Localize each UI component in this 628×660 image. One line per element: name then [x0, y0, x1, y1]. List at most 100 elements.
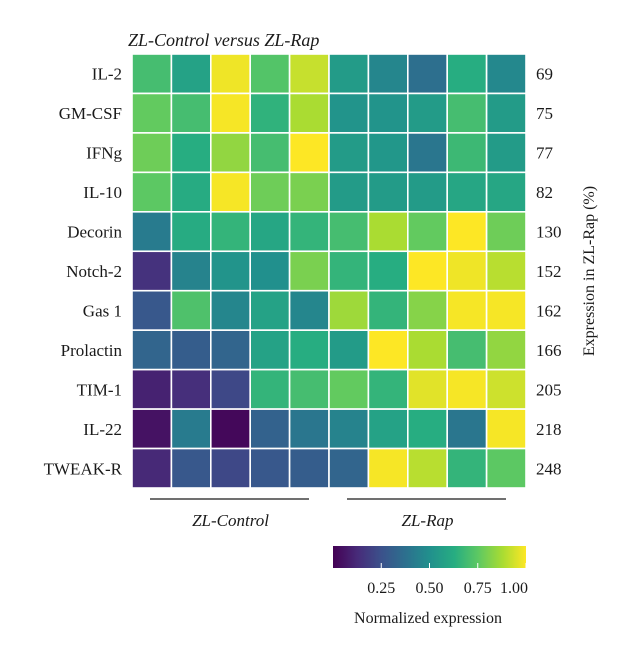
heatmap-cell [288, 211, 330, 253]
heatmap-cell [328, 211, 370, 253]
right-value-label: 130 [536, 223, 562, 242]
heatmap-cell [249, 289, 291, 331]
heatmap-cell [131, 211, 173, 253]
heatmap-cell [131, 53, 173, 95]
heatmap-cell [249, 132, 291, 174]
heatmap-cell [446, 408, 488, 450]
heatmap-cell [249, 250, 291, 292]
heatmap-cell [131, 289, 173, 331]
heatmap-cell [210, 289, 252, 331]
heatmap-cell [485, 171, 527, 213]
heatmap-cell [170, 250, 212, 292]
heatmap-cell [249, 408, 291, 450]
heatmap-cell [288, 250, 330, 292]
heatmap-cell [328, 132, 370, 174]
right-value-label: 218 [536, 420, 562, 439]
row-label: IL-10 [83, 183, 122, 202]
colorbar-tick-label: 0.75 [464, 580, 492, 597]
heatmap-cell [131, 329, 173, 371]
heatmap-cell [249, 368, 291, 410]
heatmap-cell [367, 92, 409, 134]
heatmap-cell [170, 53, 212, 95]
heatmap-cell [406, 211, 448, 253]
heatmap-cell [170, 92, 212, 134]
heatmap-cell [210, 92, 252, 134]
heatmap-cell [328, 447, 370, 489]
heatmap-cell [446, 132, 488, 174]
heatmap-cell [485, 250, 527, 292]
heatmap-cell [328, 368, 370, 410]
heatmap-cell [367, 329, 409, 371]
heatmap-cell [170, 171, 212, 213]
heatmap-cell [288, 447, 330, 489]
heatmap-cell [446, 171, 488, 213]
heatmap-cell [446, 447, 488, 489]
heatmap-cell [210, 132, 252, 174]
row-label: IL-2 [92, 65, 122, 84]
heatmap-cell [170, 408, 212, 450]
colorbar [333, 546, 526, 568]
heatmap-cell [288, 132, 330, 174]
heatmap-cell [406, 92, 448, 134]
heatmap-cell [210, 329, 252, 371]
right-value-label: 248 [536, 459, 562, 478]
heatmap-cell [210, 250, 252, 292]
heatmap-cell [367, 211, 409, 253]
heatmap-cell [485, 132, 527, 174]
heatmap-cell [367, 289, 409, 331]
heatmap-cell [446, 368, 488, 410]
heatmap-cell [288, 171, 330, 213]
heatmap-cell [485, 53, 527, 95]
heatmap-cell [131, 368, 173, 410]
group-brackets: ZL-Control ZL-Rap [150, 498, 506, 530]
colorbar-label: Normalized expression [354, 610, 502, 627]
heatmap-cell [367, 408, 409, 450]
heatmap-cell [288, 289, 330, 331]
heatmap-cell [328, 171, 370, 213]
heatmap-cell [485, 329, 527, 371]
heatmap-cell [406, 408, 448, 450]
colorbar-tick-label: 1.00 [500, 580, 528, 597]
heatmap-cell [406, 171, 448, 213]
right-value-label: 82 [536, 183, 553, 202]
heatmap-cell [249, 53, 291, 95]
right-value-label: 205 [536, 380, 562, 399]
heatmap-cell [328, 289, 370, 331]
heatmap-cell [210, 53, 252, 95]
heatmap-cells [131, 53, 527, 489]
heatmap-cell [367, 171, 409, 213]
heatmap-cell [485, 289, 527, 331]
chart-title: ZL-Control versus ZL-Rap [128, 30, 319, 50]
right-value-label: 75 [536, 104, 553, 123]
heatmap-cell [249, 92, 291, 134]
heatmap-cell [328, 329, 370, 371]
heatmap-cell [288, 53, 330, 95]
heatmap-cell [328, 250, 370, 292]
row-label: Notch-2 [66, 262, 122, 281]
heatmap-cell [328, 408, 370, 450]
heatmap-cell [485, 92, 527, 134]
heatmap-cell [131, 408, 173, 450]
row-label: Prolactin [61, 341, 123, 360]
heatmap-cell [367, 250, 409, 292]
group-label: ZL-Rap [402, 511, 454, 530]
right-value-label: 152 [536, 262, 562, 281]
heatmap-cell [485, 408, 527, 450]
row-label: IFNg [86, 144, 122, 163]
row-label: TIM-1 [77, 380, 122, 399]
heatmap-cell [406, 368, 448, 410]
colorbar-tick-label: 0.50 [416, 580, 444, 597]
right-value-label: 69 [536, 65, 553, 84]
heatmap-cell [367, 368, 409, 410]
heatmap-cell [446, 92, 488, 134]
right-value-label: 166 [536, 341, 562, 360]
heatmap-cell [446, 211, 488, 253]
row-labels: IL-2 GM-CSF IFNg IL-10 Decorin Notch-2 Gas 1 Pr… [44, 65, 123, 479]
row-label: GM-CSF [59, 104, 122, 123]
heatmap-cell [485, 211, 527, 253]
heatmap-cell [288, 408, 330, 450]
heatmap-cell [446, 289, 488, 331]
heatmap-cell [288, 92, 330, 134]
row-label: Gas 1 [83, 301, 122, 320]
